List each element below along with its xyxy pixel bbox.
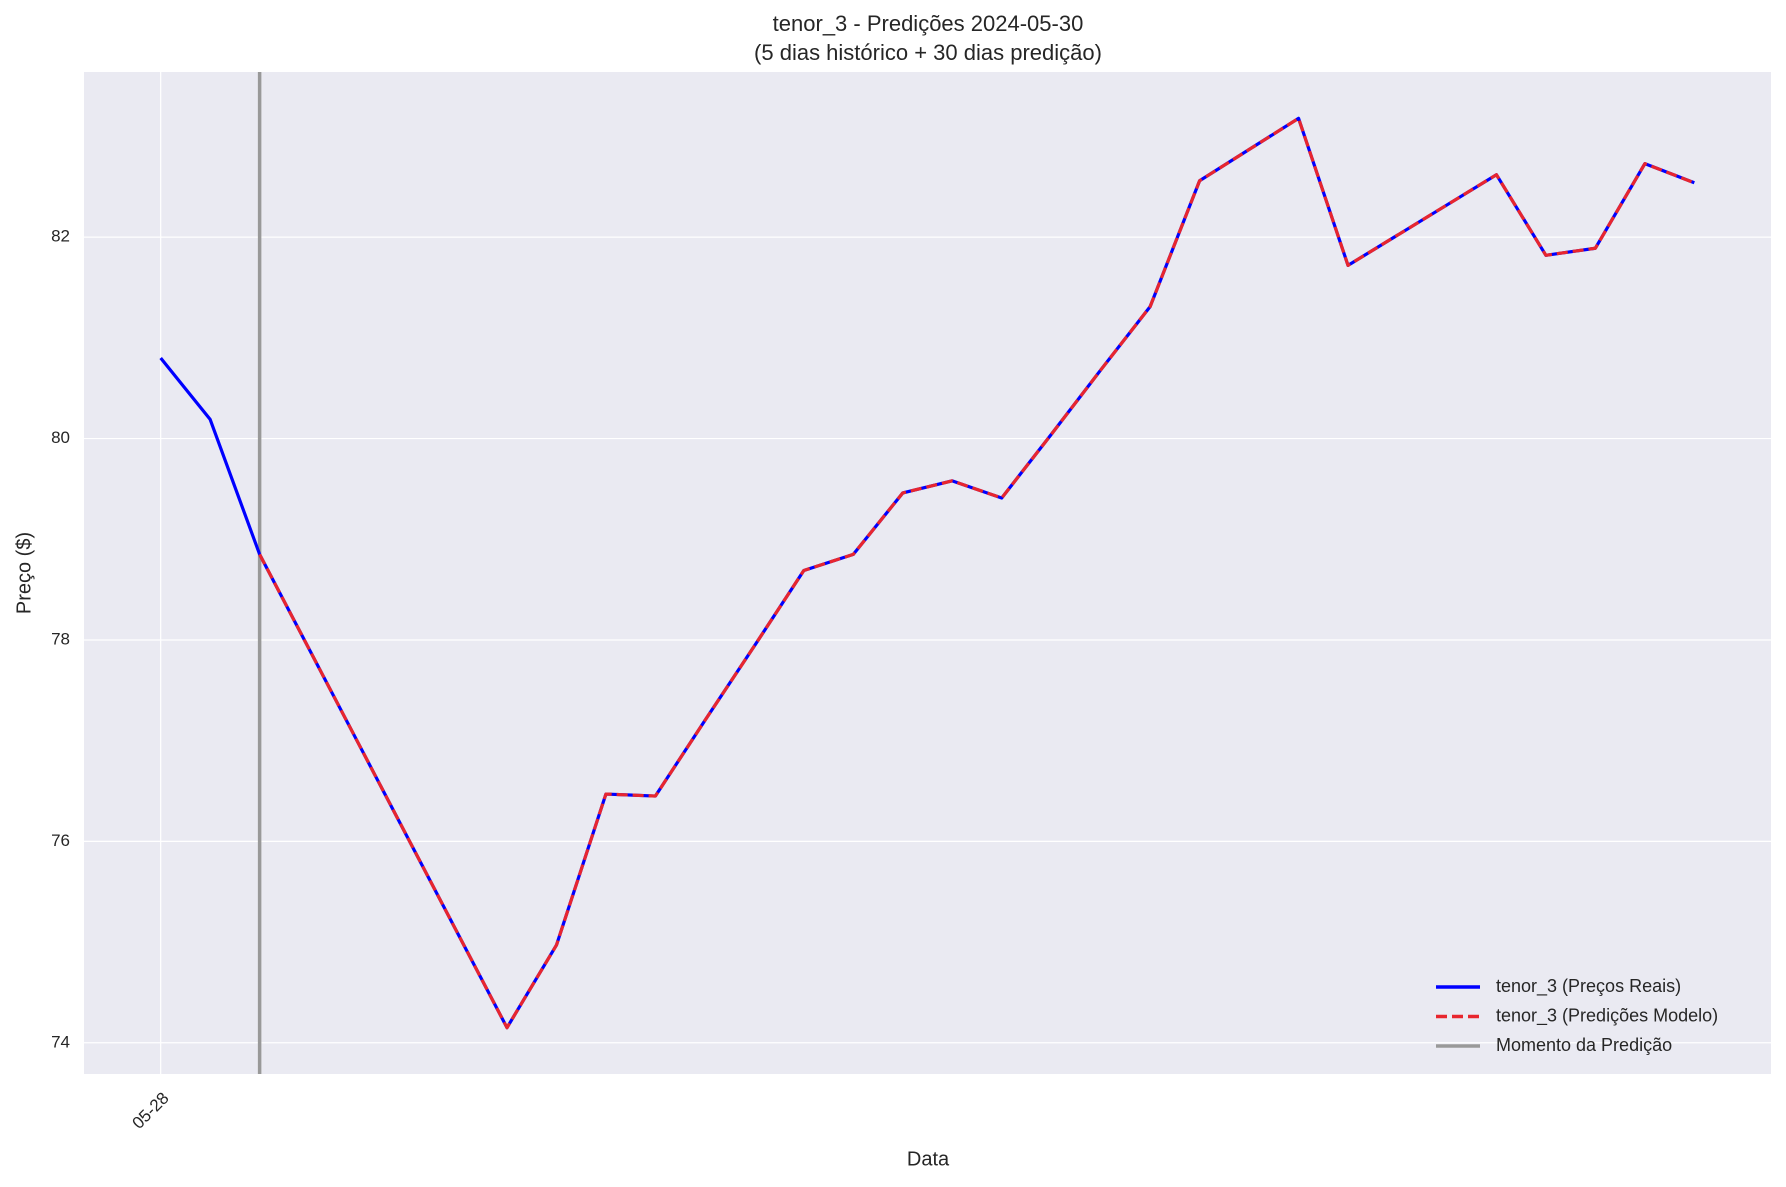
y-tick-label: 78 (51, 629, 70, 648)
marks (159, 72, 1695, 1074)
y-tick-label: 76 (51, 831, 70, 850)
chart-title: tenor_3 - Predições 2024-05-30 (773, 11, 1084, 36)
y-tick-label: 82 (51, 227, 70, 246)
y-tick-label: 74 (51, 1032, 70, 1051)
legend: tenor_3 (Preços Reais) tenor_3 (Predições… (1436, 976, 1718, 1055)
y-tick-label: 80 (51, 428, 70, 447)
chart-subtitle: (5 dias histórico + 30 dias predição) (754, 40, 1102, 65)
grid: 74 76 78 80 82 05-28 (51, 72, 1771, 1133)
legend-label: tenor_3 (Preços Reais) (1496, 976, 1681, 997)
legend-label: tenor_3 (Predições Modelo) (1496, 1005, 1718, 1026)
legend-label: Momento da Predição (1496, 1035, 1672, 1055)
y-axis-label: Preço ($) (13, 532, 35, 614)
x-tick-label: 05-28 (128, 1089, 172, 1133)
x-axis-label: Data (907, 1148, 950, 1170)
series-line (258, 116, 1695, 1030)
plot-area (84, 72, 1771, 1074)
